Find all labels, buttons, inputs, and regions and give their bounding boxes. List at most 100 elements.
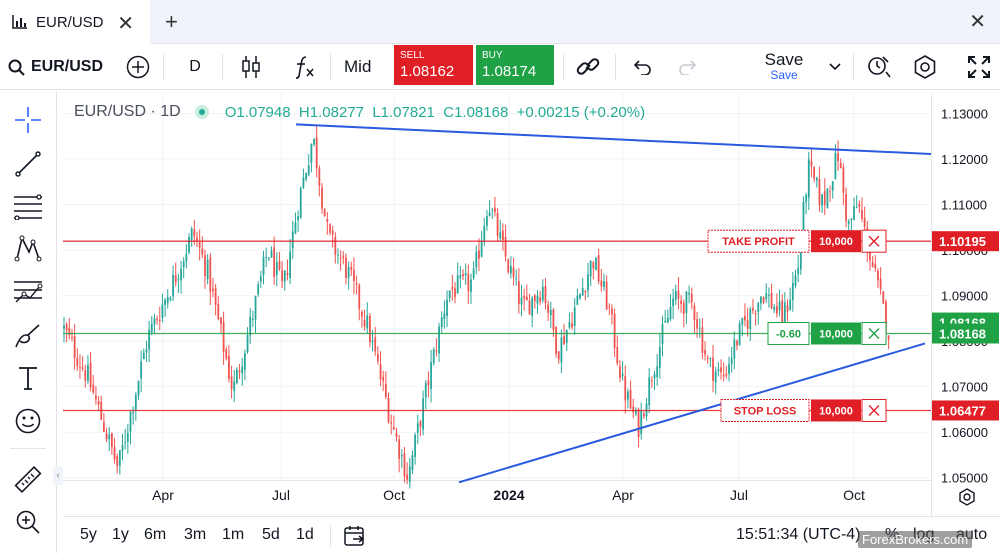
undo-button[interactable] — [630, 44, 654, 90]
candle-body — [68, 328, 71, 335]
zoom-tool[interactable] — [11, 505, 45, 539]
candle-body — [456, 275, 459, 294]
candle-body — [845, 194, 847, 222]
legend-low: L1.07821 — [372, 103, 435, 121]
price-chart[interactable]: TAKE PROFIT 10,000 -0.60 10,000 STOP LOSS 10,… — [63, 93, 1000, 516]
axis-settings-icon[interactable] — [959, 488, 975, 506]
fullscreen-button[interactable] — [966, 44, 992, 90]
candle-body — [459, 275, 462, 278]
candle-body — [722, 375, 725, 377]
range-3m[interactable]: 3m — [184, 526, 207, 543]
candle-body — [624, 375, 627, 401]
compare-add-button[interactable] — [124, 44, 152, 90]
trendline-tool[interactable] — [11, 147, 45, 181]
range-1d[interactable]: 1d — [296, 526, 314, 543]
fib-tool[interactable] — [11, 189, 45, 223]
alert-button[interactable] — [866, 44, 892, 90]
candle-body — [781, 300, 784, 323]
candle-body — [837, 153, 839, 162]
link-button[interactable] — [574, 44, 602, 90]
price-axis-badge — [932, 323, 999, 344]
range-6m[interactable]: 6m — [144, 526, 167, 543]
candle-body — [738, 323, 741, 346]
sell-label: SELL — [400, 50, 425, 61]
candle-body — [512, 267, 515, 278]
gear-icon — [914, 55, 936, 79]
prediction-tool[interactable] — [11, 275, 45, 309]
candle-body — [842, 167, 845, 193]
candle-body — [153, 318, 156, 325]
candle-body — [584, 290, 587, 293]
buy-button[interactable]: BUY 1.08174 — [476, 45, 554, 85]
candle-body — [174, 275, 177, 283]
collapse-toolbar-button[interactable]: ‹ — [53, 467, 63, 485]
candle-body — [549, 309, 552, 316]
forecast-icon — [14, 281, 43, 303]
pattern-tool[interactable] — [11, 231, 45, 265]
symbol-search-button[interactable]: EUR/USD — [8, 44, 103, 90]
candle-body — [241, 366, 244, 374]
order-qty: 10,000 — [819, 236, 853, 248]
price-axis-badge-label: 1.06477 — [939, 403, 986, 418]
order-label-stop-loss[interactable]: STOP LOSS 10,000 — [720, 398, 887, 422]
save-button[interactable]: Save Save — [758, 50, 810, 82]
candle-body — [462, 273, 464, 276]
chart-area[interactable]: TAKE PROFIT 10,000 -0.60 10,000 STOP LOSS 10,… — [63, 93, 1000, 516]
candle-body — [693, 305, 696, 321]
candle-body — [728, 364, 730, 374]
price-tick-label: 1.13000 — [941, 106, 988, 121]
tab-eurusd[interactable]: EUR/USD ✕ — [0, 0, 150, 44]
close-icon[interactable] — [868, 404, 880, 416]
range-5d[interactable]: 5d — [262, 526, 280, 543]
timezone-clock[interactable]: 15:51:34 (UTC-4) — [736, 526, 861, 543]
toolbar-divider — [615, 54, 616, 80]
new-tab-button[interactable]: + — [165, 9, 178, 34]
candle-body — [166, 297, 169, 304]
candle-body — [674, 290, 677, 300]
undo-icon — [633, 60, 651, 75]
candle-body — [398, 439, 401, 459]
candle-body — [642, 413, 645, 417]
interval-button[interactable]: D — [189, 58, 201, 75]
candle-body — [882, 291, 885, 304]
indicators-button[interactable] — [292, 44, 318, 90]
candle-body — [113, 447, 116, 460]
price-tick-label: 1.05000 — [941, 471, 988, 486]
candle-body — [214, 288, 217, 305]
goto-date-icon[interactable] — [343, 525, 367, 547]
text-tool[interactable] — [11, 361, 45, 395]
save-menu-button[interactable] — [826, 44, 844, 90]
range-1y[interactable]: 1y — [112, 526, 129, 543]
crosshair-tool[interactable] — [11, 103, 45, 137]
candle-body — [688, 292, 690, 295]
redo-button[interactable] — [676, 44, 700, 90]
close-icon[interactable] — [868, 235, 880, 247]
price-mode-button[interactable]: Mid — [344, 57, 372, 76]
close-icon[interactable] — [868, 327, 880, 339]
sell-button[interactable]: SELL 1.08162 — [394, 45, 473, 85]
candle-body — [669, 306, 672, 320]
settings-button[interactable] — [912, 44, 938, 90]
candle-body — [209, 257, 212, 292]
measure-tool[interactable] — [11, 463, 45, 497]
candle-body — [326, 219, 329, 222]
emoji-tool[interactable] — [11, 404, 45, 438]
candle-body — [188, 236, 190, 253]
candle-body — [315, 137, 318, 169]
chart-type-button[interactable] — [238, 44, 264, 90]
tab-close-icon[interactable]: ✕ — [117, 13, 134, 35]
order-label-position[interactable]: -0.60 10,000 — [767, 321, 887, 345]
watermark-logo: ForexBrokers.com — [858, 531, 973, 548]
order-label-take-profit[interactable]: TAKE PROFIT 10,000 — [707, 229, 887, 253]
candle-body — [376, 354, 379, 362]
drawing-toolbar: ‹ — [0, 91, 63, 553]
range-5y[interactable]: 5y — [80, 526, 97, 543]
candle-body — [206, 259, 209, 280]
range-1m[interactable]: 1m — [222, 526, 245, 543]
brush-tool[interactable] — [11, 319, 45, 353]
candle-body — [132, 412, 135, 414]
candle-body — [374, 337, 377, 352]
candle-body — [600, 280, 603, 287]
candle-body — [350, 266, 353, 271]
window-close-button[interactable]: ✕ — [969, 11, 986, 33]
